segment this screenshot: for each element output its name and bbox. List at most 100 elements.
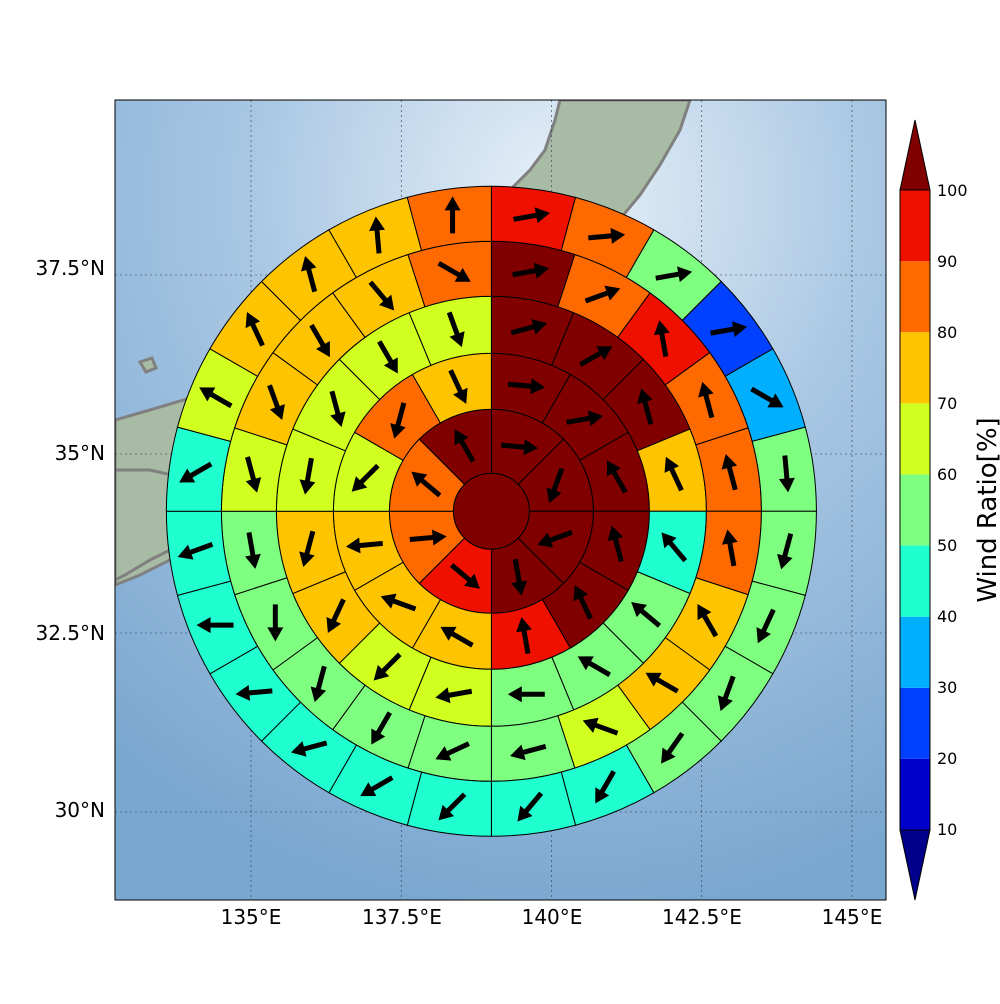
- arrow-shape: [584, 285, 621, 304]
- arrow-shape: [390, 402, 407, 439]
- wind-arrow: [380, 593, 417, 612]
- lon-tick-135: 135°E: [221, 905, 282, 929]
- wind-arrow: [595, 770, 616, 804]
- wind-arrow: [661, 532, 688, 563]
- arrow-shape: [516, 617, 532, 655]
- colorbar-ticks: 10 20 30 40 50 60 70 80 90 100: [937, 181, 968, 839]
- wind-arrow: [409, 529, 447, 546]
- wind-arrow: [245, 456, 262, 493]
- wind-arrow: [411, 471, 442, 498]
- lon-tick-140: 140°E: [522, 905, 583, 929]
- cb-tick-10: 10: [937, 820, 957, 839]
- arrow-shape: [299, 457, 316, 495]
- sector-cell: [406, 185, 492, 252]
- arrow-shape: [501, 439, 539, 456]
- wind-arrow: [607, 525, 624, 562]
- cb-tick-100: 100: [937, 181, 968, 200]
- wind-arrow: [299, 457, 316, 495]
- wind-arrow: [510, 319, 548, 336]
- colorbar-band: [900, 758, 930, 830]
- arrow-shape: [179, 461, 213, 483]
- arrow-shape: [537, 529, 573, 548]
- wind-arrow: [435, 687, 473, 704]
- arrow-shape: [199, 387, 233, 409]
- arrow-shape: [435, 687, 473, 704]
- wind-arrow: [245, 312, 265, 347]
- wind-arrow: [449, 563, 480, 589]
- wind-arrow: [368, 280, 395, 311]
- arrow-shape: [377, 340, 398, 374]
- island-small: [137, 356, 158, 374]
- wind-arrow: [721, 454, 738, 491]
- arrow-shape: [661, 731, 685, 764]
- arrow-shape: [448, 369, 468, 404]
- arrow-shape: [245, 532, 261, 569]
- colorbar-band: [900, 261, 930, 333]
- arrow-shape: [369, 216, 385, 254]
- wind-arrow: [579, 346, 613, 367]
- arrow-shape: [435, 741, 470, 761]
- arrow-shape: [573, 585, 593, 620]
- wind-arrow: [664, 456, 684, 492]
- wind-arrow: [513, 207, 550, 224]
- arrow-shape: [437, 261, 471, 282]
- arrow-shape: [664, 456, 684, 492]
- cb-tick-60: 60: [937, 465, 957, 484]
- arrow-shape: [267, 384, 285, 420]
- arrow-shape: [721, 529, 738, 567]
- wind-arrow: [454, 429, 476, 463]
- arrow-shape: [507, 378, 545, 395]
- wind-arrow: [750, 386, 784, 408]
- lat-tick-35: 35°N: [55, 441, 105, 465]
- wind-arrow: [448, 369, 468, 404]
- arrow-shape: [507, 686, 545, 703]
- wind-arrow: [697, 604, 719, 638]
- cb-tick-80: 80: [937, 323, 957, 342]
- wind-arrow: [310, 665, 327, 703]
- arrow-shape: [345, 537, 383, 554]
- arrow-shape: [517, 791, 544, 822]
- arrow-shape: [710, 321, 748, 338]
- wind-arrow: [438, 792, 467, 821]
- arrow-shape: [299, 530, 316, 567]
- sector-cell: [165, 510, 232, 597]
- wind-arrow: [653, 320, 670, 357]
- arrow-shape: [579, 346, 613, 367]
- wind-arrow: [710, 321, 748, 338]
- arrow-shape: [631, 602, 662, 628]
- arrow-shape: [411, 471, 442, 498]
- arrow-shape: [290, 740, 328, 757]
- wind-arrow: [435, 741, 470, 761]
- sector-cell: [490, 185, 577, 252]
- colorbar-label: Wind Ratio[%]: [973, 417, 1000, 602]
- wind-arrow: [369, 216, 385, 254]
- arrow-shape: [756, 608, 776, 644]
- wind-arrow: [584, 285, 621, 304]
- wind-arrow: [582, 717, 619, 736]
- arrow-shape: [326, 598, 346, 634]
- arrow-shape: [196, 617, 234, 634]
- lat-tick-37-5: 37.5°N: [36, 256, 106, 280]
- wind-arrow: [235, 684, 273, 701]
- arrow-shape: [360, 775, 394, 797]
- wind-arrow: [546, 467, 565, 504]
- map-frame: [114, 99, 887, 901]
- arrow-shape: [588, 227, 626, 244]
- wind-arrow: [390, 402, 407, 439]
- arrow-shape: [301, 255, 318, 293]
- colorbar-band: [900, 403, 930, 475]
- wind-ratio-sectors: [165, 185, 817, 837]
- colorbar-bands: [900, 190, 930, 830]
- arrow-shape: [267, 604, 284, 642]
- arrow-shape: [380, 593, 417, 612]
- colorbar-frame: [899, 189, 931, 831]
- wind-arrow: [655, 266, 693, 283]
- lon-tick-142-5: 142.5°E: [662, 905, 742, 929]
- wind-arrow: [351, 463, 380, 492]
- arrow-shape: [697, 604, 719, 638]
- arrow-shape: [582, 717, 619, 736]
- arrow-shape: [513, 207, 550, 224]
- arrow-shape: [777, 533, 794, 570]
- wind-arrow: [721, 529, 738, 567]
